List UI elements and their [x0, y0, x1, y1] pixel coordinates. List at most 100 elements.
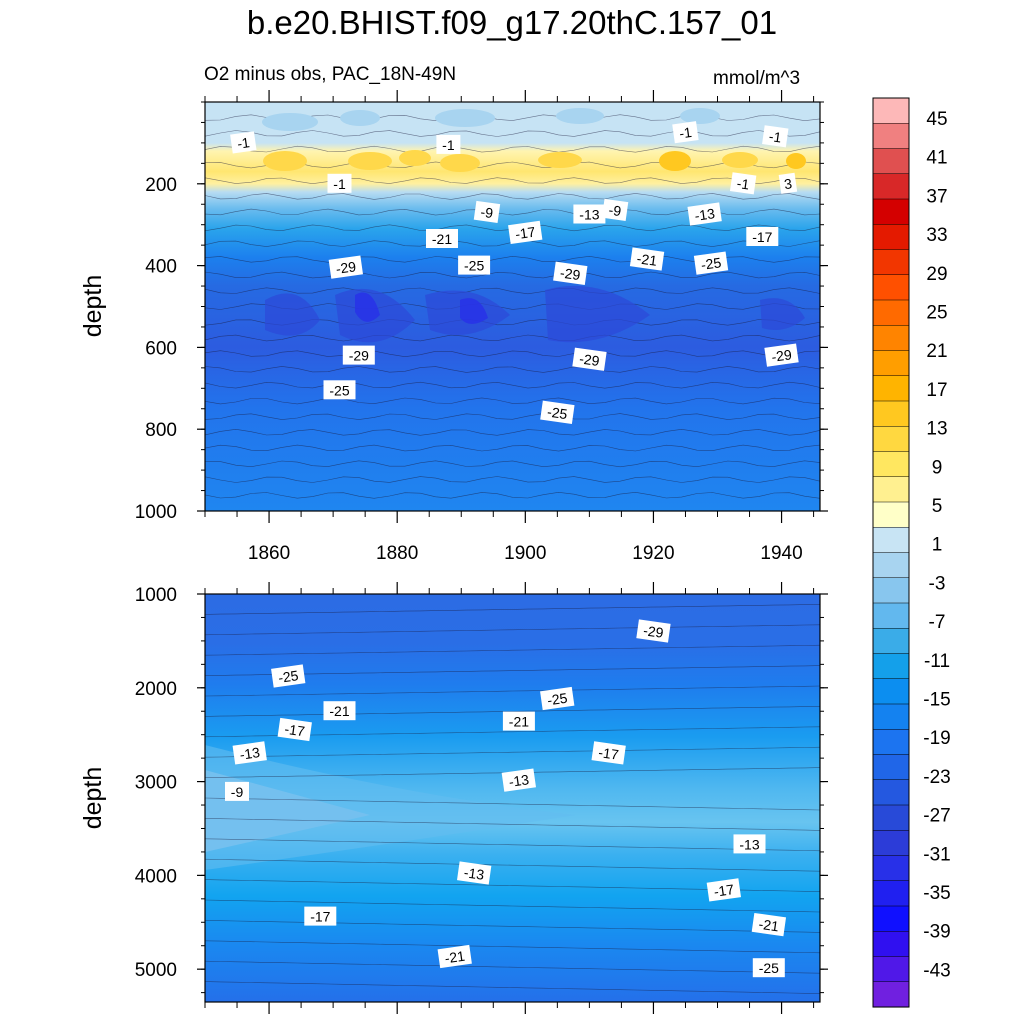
contour-label-text: -25 [759, 960, 779, 976]
contour-label: -21 [502, 711, 535, 731]
contour-label: -29 [636, 619, 671, 643]
upper-contour-labels: -1 -1 -1-1-1 -1 3-21-9-17-13 -9 -13-17-21-29 -2… [230, 121, 799, 424]
contour-label-text: -13 [579, 207, 599, 223]
contour-label-text: -1 [768, 128, 783, 146]
contour-label-box [629, 247, 665, 271]
contour-label-box [304, 906, 337, 926]
y-tick-label: 200 [145, 175, 177, 196]
colorbar-label: 13 [926, 419, 947, 440]
contour-label-text: 3 [783, 175, 793, 192]
contour-label-text: -29 [770, 346, 792, 365]
y-tick-label: 4000 [135, 866, 177, 887]
contour-label: -25 [540, 400, 575, 424]
upper-contour-lines [204, 114, 821, 499]
colorbar-label: 17 [926, 380, 947, 401]
contour-label: -21 [426, 229, 458, 248]
contour-label-text: -25 [700, 254, 722, 273]
contour-label-box [426, 229, 458, 248]
colorbar-swatch [872, 274, 910, 301]
colorbar-swatch [872, 830, 910, 857]
contour-label: -9 [601, 198, 629, 221]
contour-line [204, 413, 821, 420]
colorbar-swatch [872, 198, 910, 225]
contour-label-box [230, 131, 257, 154]
colorbar-swatch [872, 375, 910, 402]
contour-label-text: -17 [284, 721, 306, 740]
contour-label-box [729, 172, 757, 195]
units-label: mmol/m^3 [713, 68, 801, 89]
x-tick-label: 1900 [504, 543, 546, 564]
y-tick-label: 1000 [135, 502, 177, 523]
colorbar-frame [872, 97, 910, 1008]
contour-label-box [277, 717, 312, 742]
contour-label-box [751, 912, 787, 937]
lower-y-axis-title: depth [79, 767, 107, 830]
contour-label-box [436, 134, 461, 154]
colorbar-swatch [872, 123, 910, 150]
colorbar-label: 21 [926, 341, 947, 362]
contour-line [204, 366, 821, 373]
contour-label-box [271, 664, 306, 688]
contour-label-box [733, 834, 766, 854]
y-tick-label: 5000 [135, 960, 177, 981]
contour-label: -17 [591, 741, 626, 765]
contour-label-text: -17 [597, 744, 619, 763]
contour-label-box [553, 261, 588, 285]
contour-label: -13 [457, 861, 492, 885]
colorbar-label: -15 [923, 690, 950, 711]
contour-label-box [232, 741, 267, 765]
contour-label-text: -29 [642, 622, 664, 641]
colorbar-swatch [872, 173, 910, 200]
contour-label: -1 [729, 172, 757, 195]
contour-label-box [327, 173, 352, 193]
colorbar-swatch [872, 552, 910, 579]
y-tick-label: 2000 [135, 679, 177, 700]
colorbar-swatch [872, 754, 910, 781]
contour-label: -13 [687, 202, 722, 226]
contour-label-text: -17 [752, 229, 772, 245]
colorbar-label: 45 [926, 109, 947, 130]
contour-label: -25 [458, 255, 491, 275]
contour-line [204, 271, 821, 279]
colorbar-label: -39 [923, 922, 950, 943]
contour-label: -25 [693, 251, 729, 275]
colorbar-swatch [872, 325, 910, 352]
contour-label-text: -21 [444, 948, 466, 967]
contour-label-text: -25 [546, 403, 568, 422]
colorbar-label: 9 [932, 457, 943, 478]
contour-label-text: -25 [546, 690, 568, 709]
colorbar-swatch [872, 905, 910, 932]
y-tick-label: 3000 [135, 773, 177, 794]
contour-label-box [508, 220, 543, 245]
contour-label: -13 [501, 768, 536, 792]
colorbar-label: 41 [926, 148, 947, 169]
contour-label: -1 [327, 173, 352, 193]
colorbar-swatch [872, 931, 910, 958]
contour-label-text: -13 [508, 771, 530, 790]
contour-label-box [501, 768, 536, 792]
colorbar-swatch [872, 855, 910, 882]
contour-label: -1 [230, 131, 257, 154]
colorbar-swatch [872, 400, 910, 427]
contour-label-box [693, 251, 729, 275]
colorbar-swatch [872, 880, 910, 907]
upper-plot-panel: 200 400 600 800 1000 1860 1880 1900 1920 1940 -1 -… [135, 90, 828, 564]
contour-label-text: -21 [758, 916, 780, 935]
colorbar-swatch [872, 501, 910, 528]
contour-line [204, 444, 821, 452]
contour-label-text: -25 [277, 667, 299, 686]
contour-label: -25 [323, 380, 356, 400]
contour-label: -21 [323, 701, 356, 721]
contour-label: -13 [232, 741, 267, 765]
contour-line [204, 940, 821, 954]
colorbar-label: -11 [924, 651, 950, 672]
contour-label-text: -21 [432, 231, 452, 247]
contour-label: -13 [733, 834, 766, 854]
colorbar-swatch [872, 148, 910, 175]
contour-label: -17 [304, 906, 337, 926]
contour-label: -17 [706, 878, 741, 902]
contour-label-box [764, 343, 799, 367]
y-tick-label: 800 [145, 420, 177, 441]
colorbar-swatch [872, 729, 910, 756]
contour-line [204, 624, 821, 636]
